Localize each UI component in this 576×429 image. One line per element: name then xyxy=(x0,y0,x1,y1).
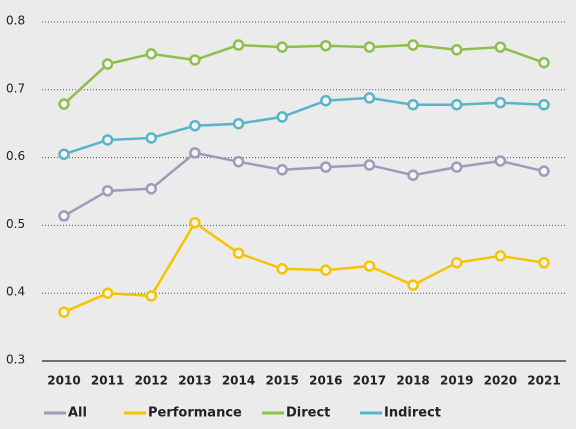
series-line xyxy=(63,96,545,156)
x-tick-label: 2020 xyxy=(484,374,517,388)
point xyxy=(538,98,550,111)
point xyxy=(320,264,332,276)
point xyxy=(407,279,419,291)
x-tick-label: 2014 xyxy=(222,374,255,388)
point xyxy=(494,250,507,262)
point xyxy=(189,216,201,229)
point xyxy=(494,96,507,109)
legend-label: Performance xyxy=(148,406,242,421)
point xyxy=(232,117,245,130)
point xyxy=(320,161,332,173)
point xyxy=(538,256,550,269)
point xyxy=(407,98,419,111)
point xyxy=(58,210,70,222)
point xyxy=(145,290,158,302)
y-tick-label: 0.8 xyxy=(6,14,25,28)
point xyxy=(538,56,550,69)
x-tick-label: 2015 xyxy=(265,374,298,388)
x-tick-label: 2011 xyxy=(91,374,124,388)
point xyxy=(189,119,201,132)
series-line xyxy=(63,220,545,314)
y-tick-label: 0.6 xyxy=(6,149,25,163)
series-line xyxy=(63,151,545,217)
legend-label: All xyxy=(68,406,87,421)
point xyxy=(450,44,463,56)
point xyxy=(538,165,550,177)
point xyxy=(320,94,332,107)
x-tick-label: 2019 xyxy=(440,374,473,388)
y-tick-label: 0.7 xyxy=(6,81,25,95)
point xyxy=(145,48,158,60)
point xyxy=(363,260,376,272)
point xyxy=(58,306,70,318)
point xyxy=(101,287,114,299)
point xyxy=(407,39,419,51)
point xyxy=(232,155,245,168)
point xyxy=(450,161,463,173)
legend-label: Indirect xyxy=(384,406,441,421)
series-line xyxy=(63,43,545,105)
point xyxy=(363,41,376,53)
point xyxy=(276,41,288,53)
y-tick-label: 0.4 xyxy=(6,285,25,299)
point xyxy=(58,148,70,160)
point xyxy=(450,256,463,269)
point xyxy=(276,164,288,176)
point xyxy=(276,263,288,275)
point xyxy=(145,132,158,144)
point xyxy=(232,39,245,51)
point xyxy=(145,183,158,195)
point xyxy=(450,98,463,111)
y-tick-label: 0.3 xyxy=(6,353,25,367)
x-tick-label: 2021 xyxy=(527,374,560,388)
x-tick-label: 2010 xyxy=(47,374,80,388)
point xyxy=(494,155,507,167)
point xyxy=(101,134,114,146)
x-tick-label: 2017 xyxy=(353,374,386,388)
point xyxy=(276,111,288,123)
point xyxy=(363,159,376,171)
x-tick-label: 2013 xyxy=(178,374,211,388)
point xyxy=(232,247,245,259)
point xyxy=(189,54,201,66)
x-tick-label: 2016 xyxy=(309,374,342,388)
x-tick-label: 2018 xyxy=(396,374,429,388)
point xyxy=(101,58,114,70)
point xyxy=(58,98,70,110)
point xyxy=(363,92,376,104)
point xyxy=(101,185,114,197)
legend-label: Direct xyxy=(286,406,330,421)
point xyxy=(494,41,507,53)
point xyxy=(320,39,332,52)
point xyxy=(189,147,201,159)
x-tick-label: 2012 xyxy=(135,374,168,388)
y-tick-label: 0.5 xyxy=(6,217,25,231)
point xyxy=(407,169,419,181)
